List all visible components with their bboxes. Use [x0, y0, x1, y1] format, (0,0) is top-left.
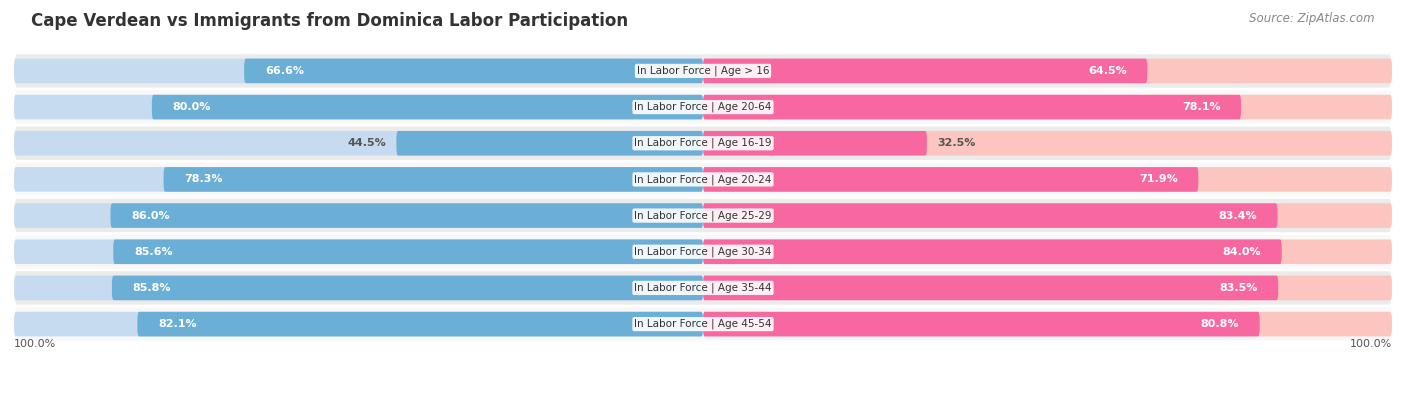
FancyBboxPatch shape — [14, 167, 703, 192]
Text: 83.4%: 83.4% — [1218, 211, 1257, 220]
FancyBboxPatch shape — [163, 167, 703, 192]
FancyBboxPatch shape — [14, 239, 703, 264]
FancyBboxPatch shape — [703, 131, 1392, 156]
FancyBboxPatch shape — [14, 234, 1392, 269]
Text: In Labor Force | Age 45-54: In Labor Force | Age 45-54 — [634, 319, 772, 329]
FancyBboxPatch shape — [703, 239, 1392, 264]
Text: In Labor Force | Age 20-64: In Labor Force | Age 20-64 — [634, 102, 772, 112]
FancyBboxPatch shape — [14, 53, 1392, 88]
FancyBboxPatch shape — [703, 95, 1392, 119]
Text: 80.8%: 80.8% — [1201, 319, 1239, 329]
Text: 66.6%: 66.6% — [264, 66, 304, 76]
FancyBboxPatch shape — [703, 58, 1147, 83]
FancyBboxPatch shape — [703, 203, 1278, 228]
Text: In Labor Force | Age 20-24: In Labor Force | Age 20-24 — [634, 174, 772, 185]
Text: 84.0%: 84.0% — [1222, 247, 1261, 257]
FancyBboxPatch shape — [14, 58, 703, 83]
Text: 100.0%: 100.0% — [1350, 339, 1392, 349]
FancyBboxPatch shape — [14, 307, 1392, 342]
FancyBboxPatch shape — [138, 312, 703, 337]
FancyBboxPatch shape — [703, 239, 1282, 264]
Text: 83.5%: 83.5% — [1219, 283, 1257, 293]
FancyBboxPatch shape — [245, 58, 703, 83]
FancyBboxPatch shape — [703, 276, 1278, 300]
Text: 64.5%: 64.5% — [1088, 66, 1126, 76]
FancyBboxPatch shape — [152, 95, 703, 119]
Text: In Labor Force | Age 25-29: In Labor Force | Age 25-29 — [634, 210, 772, 221]
Text: In Labor Force | Age 30-34: In Labor Force | Age 30-34 — [634, 246, 772, 257]
Text: Cape Verdean vs Immigrants from Dominica Labor Participation: Cape Verdean vs Immigrants from Dominica… — [31, 12, 628, 30]
FancyBboxPatch shape — [703, 131, 927, 156]
FancyBboxPatch shape — [396, 131, 703, 156]
Text: 85.6%: 85.6% — [134, 247, 173, 257]
FancyBboxPatch shape — [703, 58, 1392, 83]
Text: In Labor Force | Age 16-19: In Labor Force | Age 16-19 — [634, 138, 772, 149]
FancyBboxPatch shape — [703, 167, 1392, 192]
Text: 80.0%: 80.0% — [173, 102, 211, 112]
FancyBboxPatch shape — [14, 270, 1392, 306]
FancyBboxPatch shape — [703, 276, 1392, 300]
FancyBboxPatch shape — [14, 276, 703, 300]
FancyBboxPatch shape — [14, 203, 703, 228]
Text: 44.5%: 44.5% — [347, 138, 387, 148]
Text: 32.5%: 32.5% — [938, 138, 976, 148]
FancyBboxPatch shape — [703, 312, 1260, 337]
Text: 78.3%: 78.3% — [184, 175, 222, 184]
FancyBboxPatch shape — [703, 312, 1392, 337]
FancyBboxPatch shape — [14, 126, 1392, 161]
FancyBboxPatch shape — [14, 95, 703, 119]
FancyBboxPatch shape — [703, 167, 1198, 192]
FancyBboxPatch shape — [114, 239, 703, 264]
Text: 71.9%: 71.9% — [1139, 175, 1178, 184]
FancyBboxPatch shape — [703, 203, 1392, 228]
Text: 78.1%: 78.1% — [1182, 102, 1220, 112]
FancyBboxPatch shape — [112, 276, 703, 300]
FancyBboxPatch shape — [703, 95, 1241, 119]
Text: 85.8%: 85.8% — [132, 283, 172, 293]
Text: 86.0%: 86.0% — [131, 211, 170, 220]
FancyBboxPatch shape — [111, 203, 703, 228]
FancyBboxPatch shape — [14, 89, 1392, 125]
FancyBboxPatch shape — [14, 131, 703, 156]
Text: Source: ZipAtlas.com: Source: ZipAtlas.com — [1250, 12, 1375, 25]
FancyBboxPatch shape — [14, 198, 1392, 233]
Text: In Labor Force | Age > 16: In Labor Force | Age > 16 — [637, 66, 769, 76]
FancyBboxPatch shape — [14, 312, 703, 337]
Text: 82.1%: 82.1% — [157, 319, 197, 329]
Text: In Labor Force | Age 35-44: In Labor Force | Age 35-44 — [634, 283, 772, 293]
FancyBboxPatch shape — [14, 162, 1392, 197]
Text: 100.0%: 100.0% — [14, 339, 56, 349]
